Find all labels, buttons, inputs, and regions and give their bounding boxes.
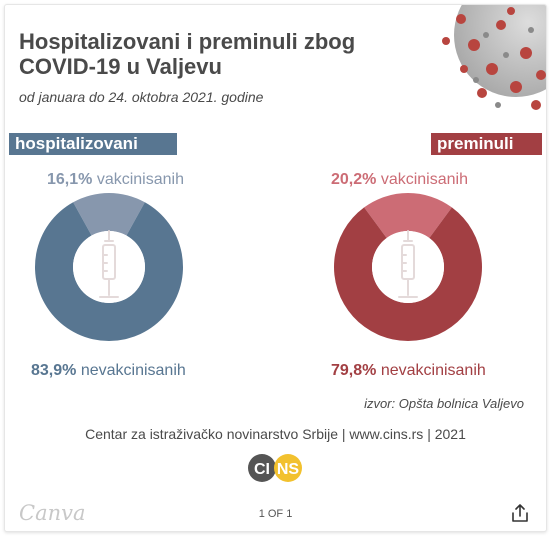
deceased-unvaccinated-value: 79,8% bbox=[331, 362, 377, 379]
hospitalized-vaccinated-label: 16,1% vakcinisanih bbox=[47, 171, 184, 189]
page-indicator: 1 OF 1 bbox=[258, 508, 293, 520]
hospitalized-vaccinated-text: vakcinisanih bbox=[96, 171, 184, 188]
page-title: Hospitalizovani i preminuli zbog COVID-1… bbox=[19, 29, 356, 79]
hospitalized-donut-chart bbox=[35, 193, 183, 341]
deceased-donut-chart bbox=[334, 193, 482, 341]
hospitalized-tag: hospitalizovani bbox=[9, 133, 177, 155]
syringe-icon bbox=[99, 230, 119, 298]
share-icon[interactable] bbox=[510, 503, 530, 523]
hospitalized-unvaccinated-text: nevakcinisanih bbox=[80, 362, 186, 379]
slice-vaccinated bbox=[364, 193, 452, 239]
svg-text:CI: CI bbox=[254, 461, 270, 478]
hospitalized-unvaccinated-value: 83,9% bbox=[31, 362, 77, 379]
credit-line: Centar za istraživačko novinarstvo Srbij… bbox=[85, 426, 466, 442]
canva-logo[interactable]: Canva bbox=[19, 501, 86, 525]
syringe-icon bbox=[398, 230, 418, 298]
deceased-vaccinated-value: 20,2% bbox=[331, 171, 377, 188]
deceased-unvaccinated-text: nevakcinisanih bbox=[380, 362, 486, 379]
donut-hole bbox=[73, 231, 145, 303]
page-subtitle: od januara do 24. oktobra 2021. godine bbox=[19, 89, 264, 105]
hospitalized-vaccinated-value: 16,1% bbox=[47, 171, 93, 188]
slice-unvaccinated bbox=[35, 202, 183, 341]
slice-vaccinated bbox=[73, 193, 145, 236]
hospitalized-unvaccinated-label: 83,9% nevakcinisanih bbox=[31, 362, 186, 380]
infographic-card: Hospitalizovani i preminuli zbog COVID-1… bbox=[4, 4, 547, 532]
cins-logo: CI NS bbox=[248, 454, 302, 482]
donut-hole bbox=[372, 231, 444, 303]
deceased-vaccinated-text: vakcinisanih bbox=[380, 171, 468, 188]
deceased-vaccinated-label: 20,2% vakcinisanih bbox=[331, 171, 468, 189]
deceased-tag: preminuli bbox=[431, 133, 542, 155]
virus-illustration bbox=[442, 5, 546, 110]
svg-text:NS: NS bbox=[277, 461, 300, 478]
source-note: izvor: Opšta bolnica Valjevo bbox=[364, 396, 524, 411]
slice-unvaccinated bbox=[334, 207, 482, 341]
deceased-unvaccinated-label: 79,8% nevakcinisanih bbox=[331, 362, 486, 380]
